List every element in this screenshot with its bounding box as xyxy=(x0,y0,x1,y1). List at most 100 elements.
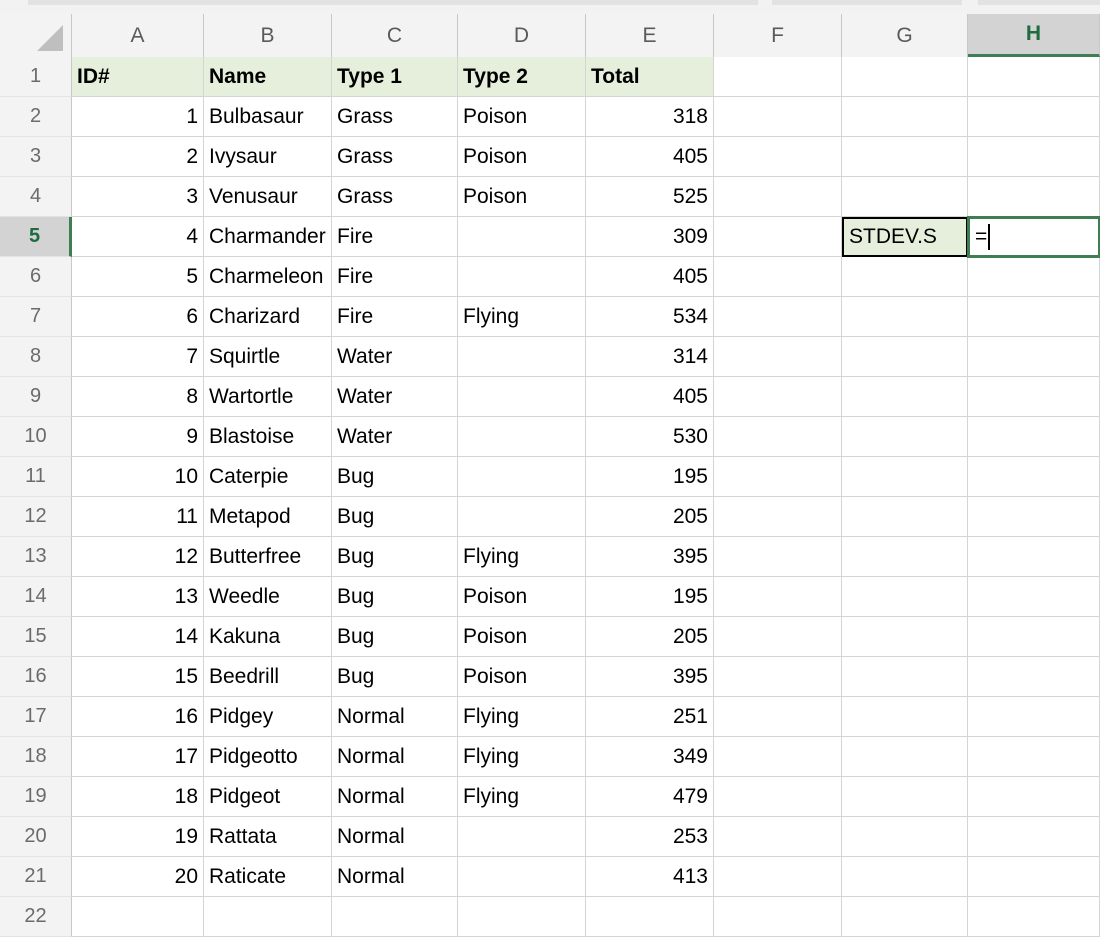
cell-G17[interactable] xyxy=(842,697,968,737)
table-row-type2[interactable] xyxy=(458,217,586,257)
table-row-id[interactable]: 10 xyxy=(72,457,204,497)
cell-F22[interactable] xyxy=(714,897,842,937)
cell-F12[interactable] xyxy=(714,497,842,537)
table-row-name[interactable]: Rattata xyxy=(204,817,332,857)
table-row-name[interactable]: Weedle xyxy=(204,577,332,617)
cell-H7[interactable] xyxy=(968,297,1100,337)
table-header-A1[interactable]: ID# xyxy=(72,57,204,97)
table-row-name[interactable]: Pidgeotto xyxy=(204,737,332,777)
table-row-total[interactable]: 405 xyxy=(586,137,714,177)
table-row-id[interactable]: 19 xyxy=(72,817,204,857)
table-row-type2[interactable]: Poison xyxy=(458,97,586,137)
table-row-type2[interactable] xyxy=(458,337,586,377)
cell-G6[interactable] xyxy=(842,257,968,297)
cell-F19[interactable] xyxy=(714,777,842,817)
cell-G16[interactable] xyxy=(842,657,968,697)
table-row-name[interactable]: Kakuna xyxy=(204,617,332,657)
table-row-type1[interactable]: Grass xyxy=(332,177,458,217)
row-header-19[interactable]: 19 xyxy=(0,777,72,817)
table-row-type2[interactable] xyxy=(458,457,586,497)
cell-H14[interactable] xyxy=(968,577,1100,617)
cell-H3[interactable] xyxy=(968,137,1100,177)
row-header-10[interactable]: 10 xyxy=(0,417,72,457)
table-row-type2[interactable] xyxy=(458,417,586,457)
cell-G12[interactable] xyxy=(842,497,968,537)
table-row-id[interactable]: 5 xyxy=(72,257,204,297)
cell-H15[interactable] xyxy=(968,617,1100,657)
column-header-g[interactable]: G xyxy=(842,14,968,57)
table-row-type2[interactable]: Flying xyxy=(458,297,586,337)
table-row-total[interactable]: 405 xyxy=(586,377,714,417)
table-row-type1[interactable]: Normal xyxy=(332,737,458,777)
cell-F1[interactable] xyxy=(714,57,842,97)
table-row-type2[interactable]: Flying xyxy=(458,737,586,777)
table-row-type2[interactable]: Poison xyxy=(458,657,586,697)
table-row-name[interactable]: Blastoise xyxy=(204,417,332,457)
cell-F9[interactable] xyxy=(714,377,842,417)
table-row-type1[interactable]: Grass xyxy=(332,137,458,177)
table-row-id[interactable]: 1 xyxy=(72,97,204,137)
table-row-id[interactable]: 16 xyxy=(72,697,204,737)
cell-F15[interactable] xyxy=(714,617,842,657)
row-header-14[interactable]: 14 xyxy=(0,577,72,617)
cell-G20[interactable] xyxy=(842,817,968,857)
stdev-label-cell[interactable]: STDEV.S xyxy=(842,217,968,257)
table-row-total[interactable]: 479 xyxy=(586,777,714,817)
table-row-total[interactable]: 253 xyxy=(586,817,714,857)
table-row-name[interactable]: Pidgeot xyxy=(204,777,332,817)
table-row-type2[interactable] xyxy=(458,857,586,897)
cell-F18[interactable] xyxy=(714,737,842,777)
table-row-total[interactable]: 205 xyxy=(586,497,714,537)
cell-A22[interactable] xyxy=(72,897,204,937)
cell-F3[interactable] xyxy=(714,137,842,177)
table-row-id[interactable]: 17 xyxy=(72,737,204,777)
row-header-22[interactable]: 22 xyxy=(0,897,72,937)
table-row-id[interactable]: 7 xyxy=(72,337,204,377)
table-row-total[interactable]: 349 xyxy=(586,737,714,777)
table-row-id[interactable]: 15 xyxy=(72,657,204,697)
active-cell-editor[interactable]: = xyxy=(967,216,1100,258)
table-row-type1[interactable]: Bug xyxy=(332,617,458,657)
cell-G1[interactable] xyxy=(842,57,968,97)
table-row-id[interactable]: 20 xyxy=(72,857,204,897)
table-row-type1[interactable]: Normal xyxy=(332,777,458,817)
table-row-id[interactable]: 12 xyxy=(72,537,204,577)
table-row-type2[interactable]: Poison xyxy=(458,137,586,177)
table-row-total[interactable]: 205 xyxy=(586,617,714,657)
cell-F20[interactable] xyxy=(714,817,842,857)
row-header-1[interactable]: 1 xyxy=(0,57,72,97)
table-row-total[interactable]: 195 xyxy=(586,577,714,617)
table-row-name[interactable]: Metapod xyxy=(204,497,332,537)
table-row-total[interactable]: 405 xyxy=(586,257,714,297)
cell-G3[interactable] xyxy=(842,137,968,177)
table-row-type2[interactable]: Flying xyxy=(458,697,586,737)
cell-F6[interactable] xyxy=(714,257,842,297)
table-row-type1[interactable]: Fire xyxy=(332,297,458,337)
cell-H22[interactable] xyxy=(968,897,1100,937)
cell-G21[interactable] xyxy=(842,857,968,897)
table-row-type1[interactable]: Bug xyxy=(332,657,458,697)
cell-H1[interactable] xyxy=(968,57,1100,97)
cell-G18[interactable] xyxy=(842,737,968,777)
table-row-id[interactable]: 8 xyxy=(72,377,204,417)
cell-G2[interactable] xyxy=(842,97,968,137)
cell-F17[interactable] xyxy=(714,697,842,737)
cell-F2[interactable] xyxy=(714,97,842,137)
row-header-21[interactable]: 21 xyxy=(0,857,72,897)
table-row-name[interactable]: Pidgey xyxy=(204,697,332,737)
cell-F16[interactable] xyxy=(714,657,842,697)
table-row-name[interactable]: Ivysaur xyxy=(204,137,332,177)
cell-H9[interactable] xyxy=(968,377,1100,417)
table-header-C1[interactable]: Type 1 xyxy=(332,57,458,97)
table-row-type2[interactable]: Flying xyxy=(458,537,586,577)
cell-F4[interactable] xyxy=(714,177,842,217)
table-row-name[interactable]: Venusaur xyxy=(204,177,332,217)
row-header-20[interactable]: 20 xyxy=(0,817,72,857)
row-header-6[interactable]: 6 xyxy=(0,257,72,297)
cell-G4[interactable] xyxy=(842,177,968,217)
table-row-name[interactable]: Charizard xyxy=(204,297,332,337)
table-row-id[interactable]: 9 xyxy=(72,417,204,457)
cell-H19[interactable] xyxy=(968,777,1100,817)
cell-G11[interactable] xyxy=(842,457,968,497)
row-header-12[interactable]: 12 xyxy=(0,497,72,537)
